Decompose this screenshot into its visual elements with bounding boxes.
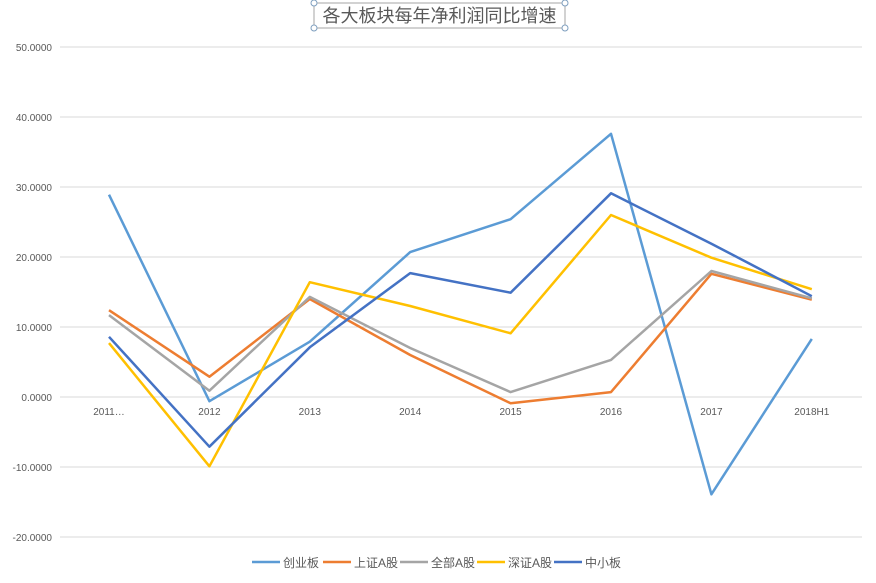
legend-label: 中小板 (585, 555, 621, 570)
x-tick-label: 2012 (198, 407, 221, 418)
x-tick-label: 2014 (399, 407, 422, 418)
legend-label: 深证A股 (508, 556, 552, 570)
legend-item[interactable]: 全部A股 (400, 555, 475, 570)
gridlines (60, 46, 862, 538)
x-tick-label: 2011… (93, 407, 125, 418)
chart-title-box[interactable]: 各大板块每年净利润同比增速 (310, 0, 569, 32)
x-tick-label: 2015 (499, 407, 522, 418)
y-tick-label: 0.0000 (21, 393, 52, 404)
y-tick-label: 10.0000 (16, 323, 53, 334)
series-line-0 (107, 132, 813, 496)
legend-item[interactable]: 上证A股 (323, 556, 398, 570)
x-tick-label: 2016 (600, 407, 623, 418)
legend-label: 上证A股 (354, 556, 398, 570)
chart-title: 各大板块每年净利润同比增速 (323, 6, 557, 27)
x-tick-label: 2018H1 (794, 407, 829, 418)
y-tick-label: -10.0000 (13, 463, 53, 474)
y-tick-label: 50.0000 (16, 43, 53, 54)
series-line-2 (108, 269, 813, 394)
legend: 创业板 上证A股 全部A股 深证A股 中小板 (252, 555, 621, 570)
y-tick-label: 20.0000 (16, 253, 53, 264)
x-tick-label: 2017 (700, 407, 723, 418)
x-tick-label: 2013 (299, 407, 322, 418)
y-tick-label: 40.0000 (16, 113, 53, 124)
series-line-3 (108, 213, 813, 468)
legend-label: 全部A股 (431, 555, 475, 570)
legend-label: 创业板 (283, 556, 319, 570)
legend-item[interactable]: 创业板 (252, 556, 319, 570)
y-axis-ticks: 50.0000 40.0000 30.0000 20.0000 10.0000 0.000… (13, 43, 53, 544)
x-axis-ticks: 2011… 2012 2013 2014 2015 2016 2017 2018H1 (93, 407, 830, 418)
legend-item[interactable]: 深证A股 (477, 556, 552, 570)
series-lines (107, 132, 813, 496)
legend-item[interactable]: 中小板 (554, 555, 621, 570)
series-line-4 (108, 192, 813, 448)
y-tick-label: -20.0000 (13, 533, 53, 544)
series-line-1 (108, 272, 813, 405)
y-tick-label: 30.0000 (16, 183, 53, 194)
